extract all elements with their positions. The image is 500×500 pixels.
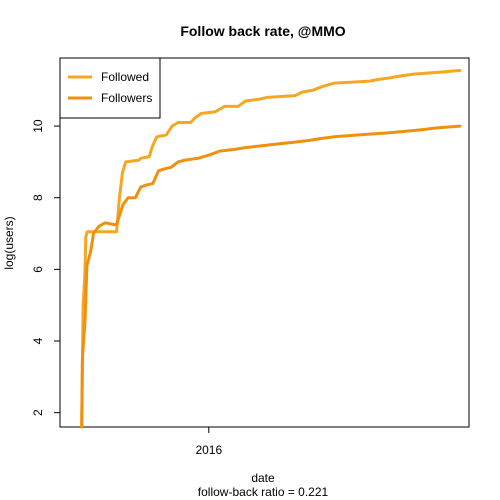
y-axis-label: log(users) <box>2 216 16 269</box>
x-axis: 2016 <box>195 427 222 457</box>
plot-area <box>59 57 470 429</box>
legend: Followed Followers <box>59 57 161 119</box>
y-tick-label: 10 <box>31 119 45 133</box>
y-tick-label: 6 <box>31 266 45 273</box>
y-tick-label: 4 <box>31 337 45 344</box>
legend-box <box>59 57 161 119</box>
series-line-followers <box>80 124 462 429</box>
legend-label-followers: Followers <box>101 91 152 105</box>
y-tick-label: 8 <box>31 194 45 201</box>
y-axis: 2 4 6 8 10 <box>31 119 60 416</box>
legend-label-followed: Followed <box>101 70 149 84</box>
follow-back-ratio-label: follow-back ratio = 0.221 <box>198 485 329 499</box>
y-tick-label: 2 <box>31 409 45 416</box>
plot-frame <box>59 57 470 428</box>
x-axis-label: date <box>251 471 275 485</box>
x-tick-label: 2016 <box>195 443 222 457</box>
chart-title: Follow back rate, @MMO <box>180 23 345 39</box>
series-layer <box>80 69 462 429</box>
series-line-followed <box>80 69 462 429</box>
